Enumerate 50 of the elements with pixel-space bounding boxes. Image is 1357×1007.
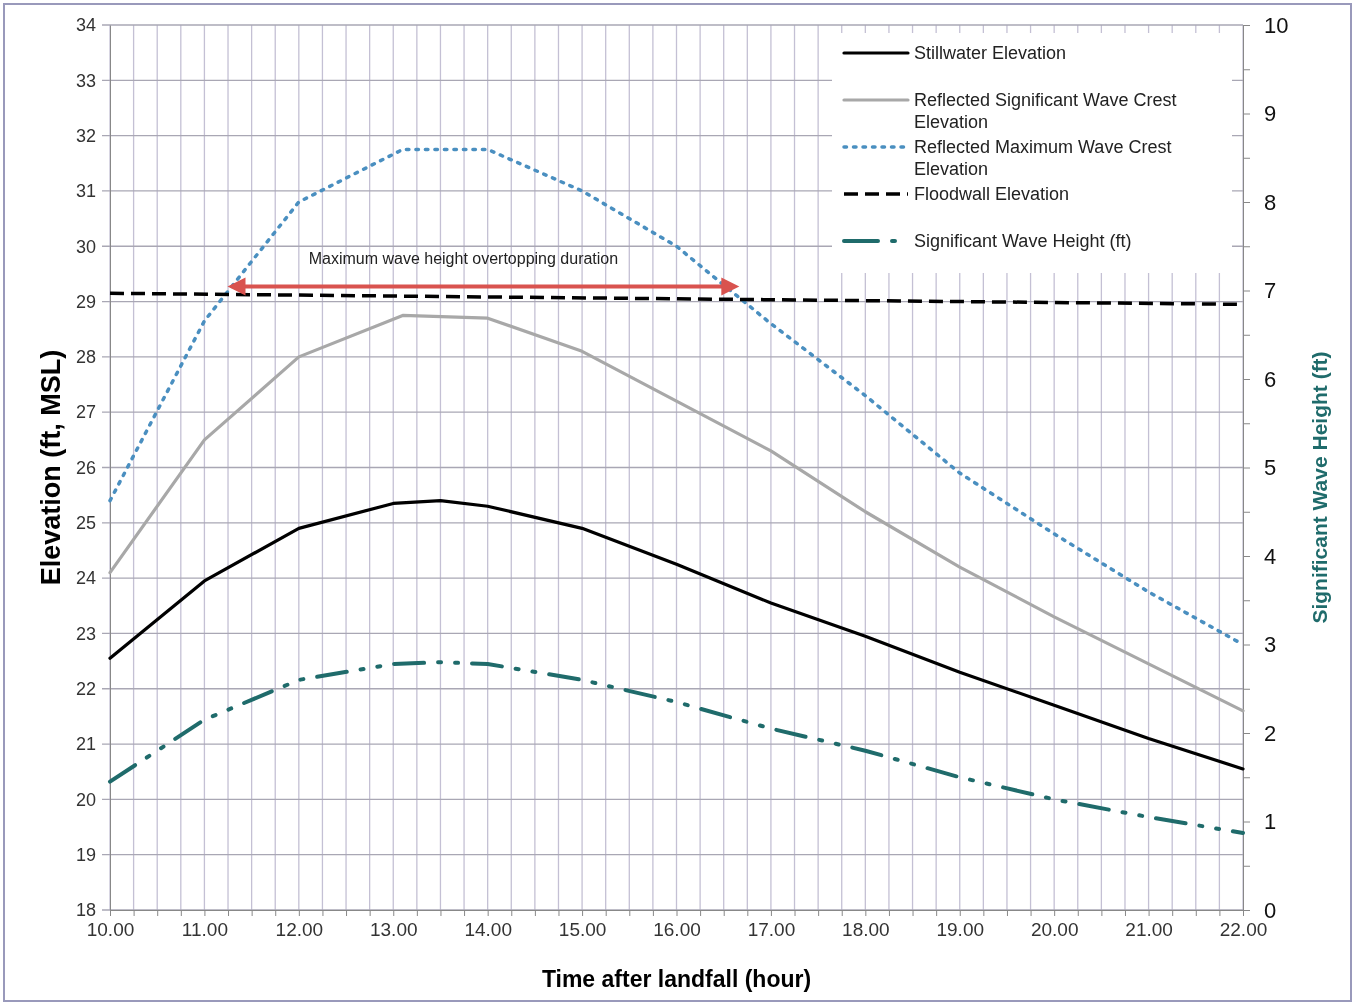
x-tick-label: 10.00 [86,919,135,941]
y-axis-title: Elevation (ft, MSL) [36,349,66,586]
y2-axis-title: Significant Wave Height (ft) [1308,351,1331,624]
x-tick-label: 11.00 [181,919,228,941]
y-tick-label: 20 [75,789,96,810]
x-tick-label: 13.00 [369,919,418,941]
y-tick-label: 28 [75,347,96,368]
y2-tick-label: 3 [1264,632,1277,658]
y2-tick-label: 8 [1264,189,1277,215]
line-series [108,660,1245,836]
y-tick-label: 26 [75,457,96,478]
y2-tick-label: 6 [1264,366,1277,392]
x-tick-label: 16.00 [653,919,701,941]
legend-label: Reflected Significant Wave Crest Elevation [914,90,1177,132]
x-tick-label: 12.00 [275,919,324,941]
y-tick-label: 23 [75,623,96,644]
y2-tick-label: 10 [1264,12,1289,38]
legend-label: Reflected Maximum Wave Crest Elevation [914,137,1172,179]
x-tick-label: 15.00 [558,919,607,941]
y-tick-label: 25 [75,513,96,534]
annotation: Maximum wave height overtopping duration [308,250,619,268]
y-tick-label: 33 [75,70,96,91]
y2-tick-label: 2 [1264,720,1277,746]
x-tick-label: 20.00 [1030,919,1079,941]
y-tick-label: 21 [75,734,96,755]
line-series [108,499,1245,771]
x-tick-label: 19.00 [936,919,985,941]
y2-tick-label: 9 [1264,101,1277,127]
x-tick-label: 18.00 [842,919,890,941]
legend-label: Stillwater Elevation [914,43,1067,63]
y-tick-label: 22 [75,679,96,700]
y-tick-label: 24 [75,568,96,589]
x-tick-label: 14.00 [464,919,512,941]
x-axis-title: Time after landfall (hour) [541,966,812,992]
y-tick-label: 31 [75,181,96,202]
y-tick-label: 27 [75,402,96,423]
legend-label: Floodwall Elevation [914,184,1070,204]
y2-tick-label: 1 [1264,809,1277,835]
y-tick-label: 34 [75,15,96,36]
x-tick-label: 17.00 [747,919,796,941]
x-tick-label: 21.00 [1125,919,1173,941]
legend-label: Significant Wave Height (ft) [914,231,1132,251]
y-tick-label: 19 [75,844,96,865]
y-tick-label: 29 [75,291,96,312]
y2-tick-label: 5 [1264,455,1277,481]
y2-tick-label: 7 [1264,278,1277,304]
y-tick-label: 32 [75,125,96,146]
y-tick-label: 30 [75,236,96,257]
y2-tick-label: 4 [1264,543,1277,569]
y-tick-label: 18 [75,900,96,921]
